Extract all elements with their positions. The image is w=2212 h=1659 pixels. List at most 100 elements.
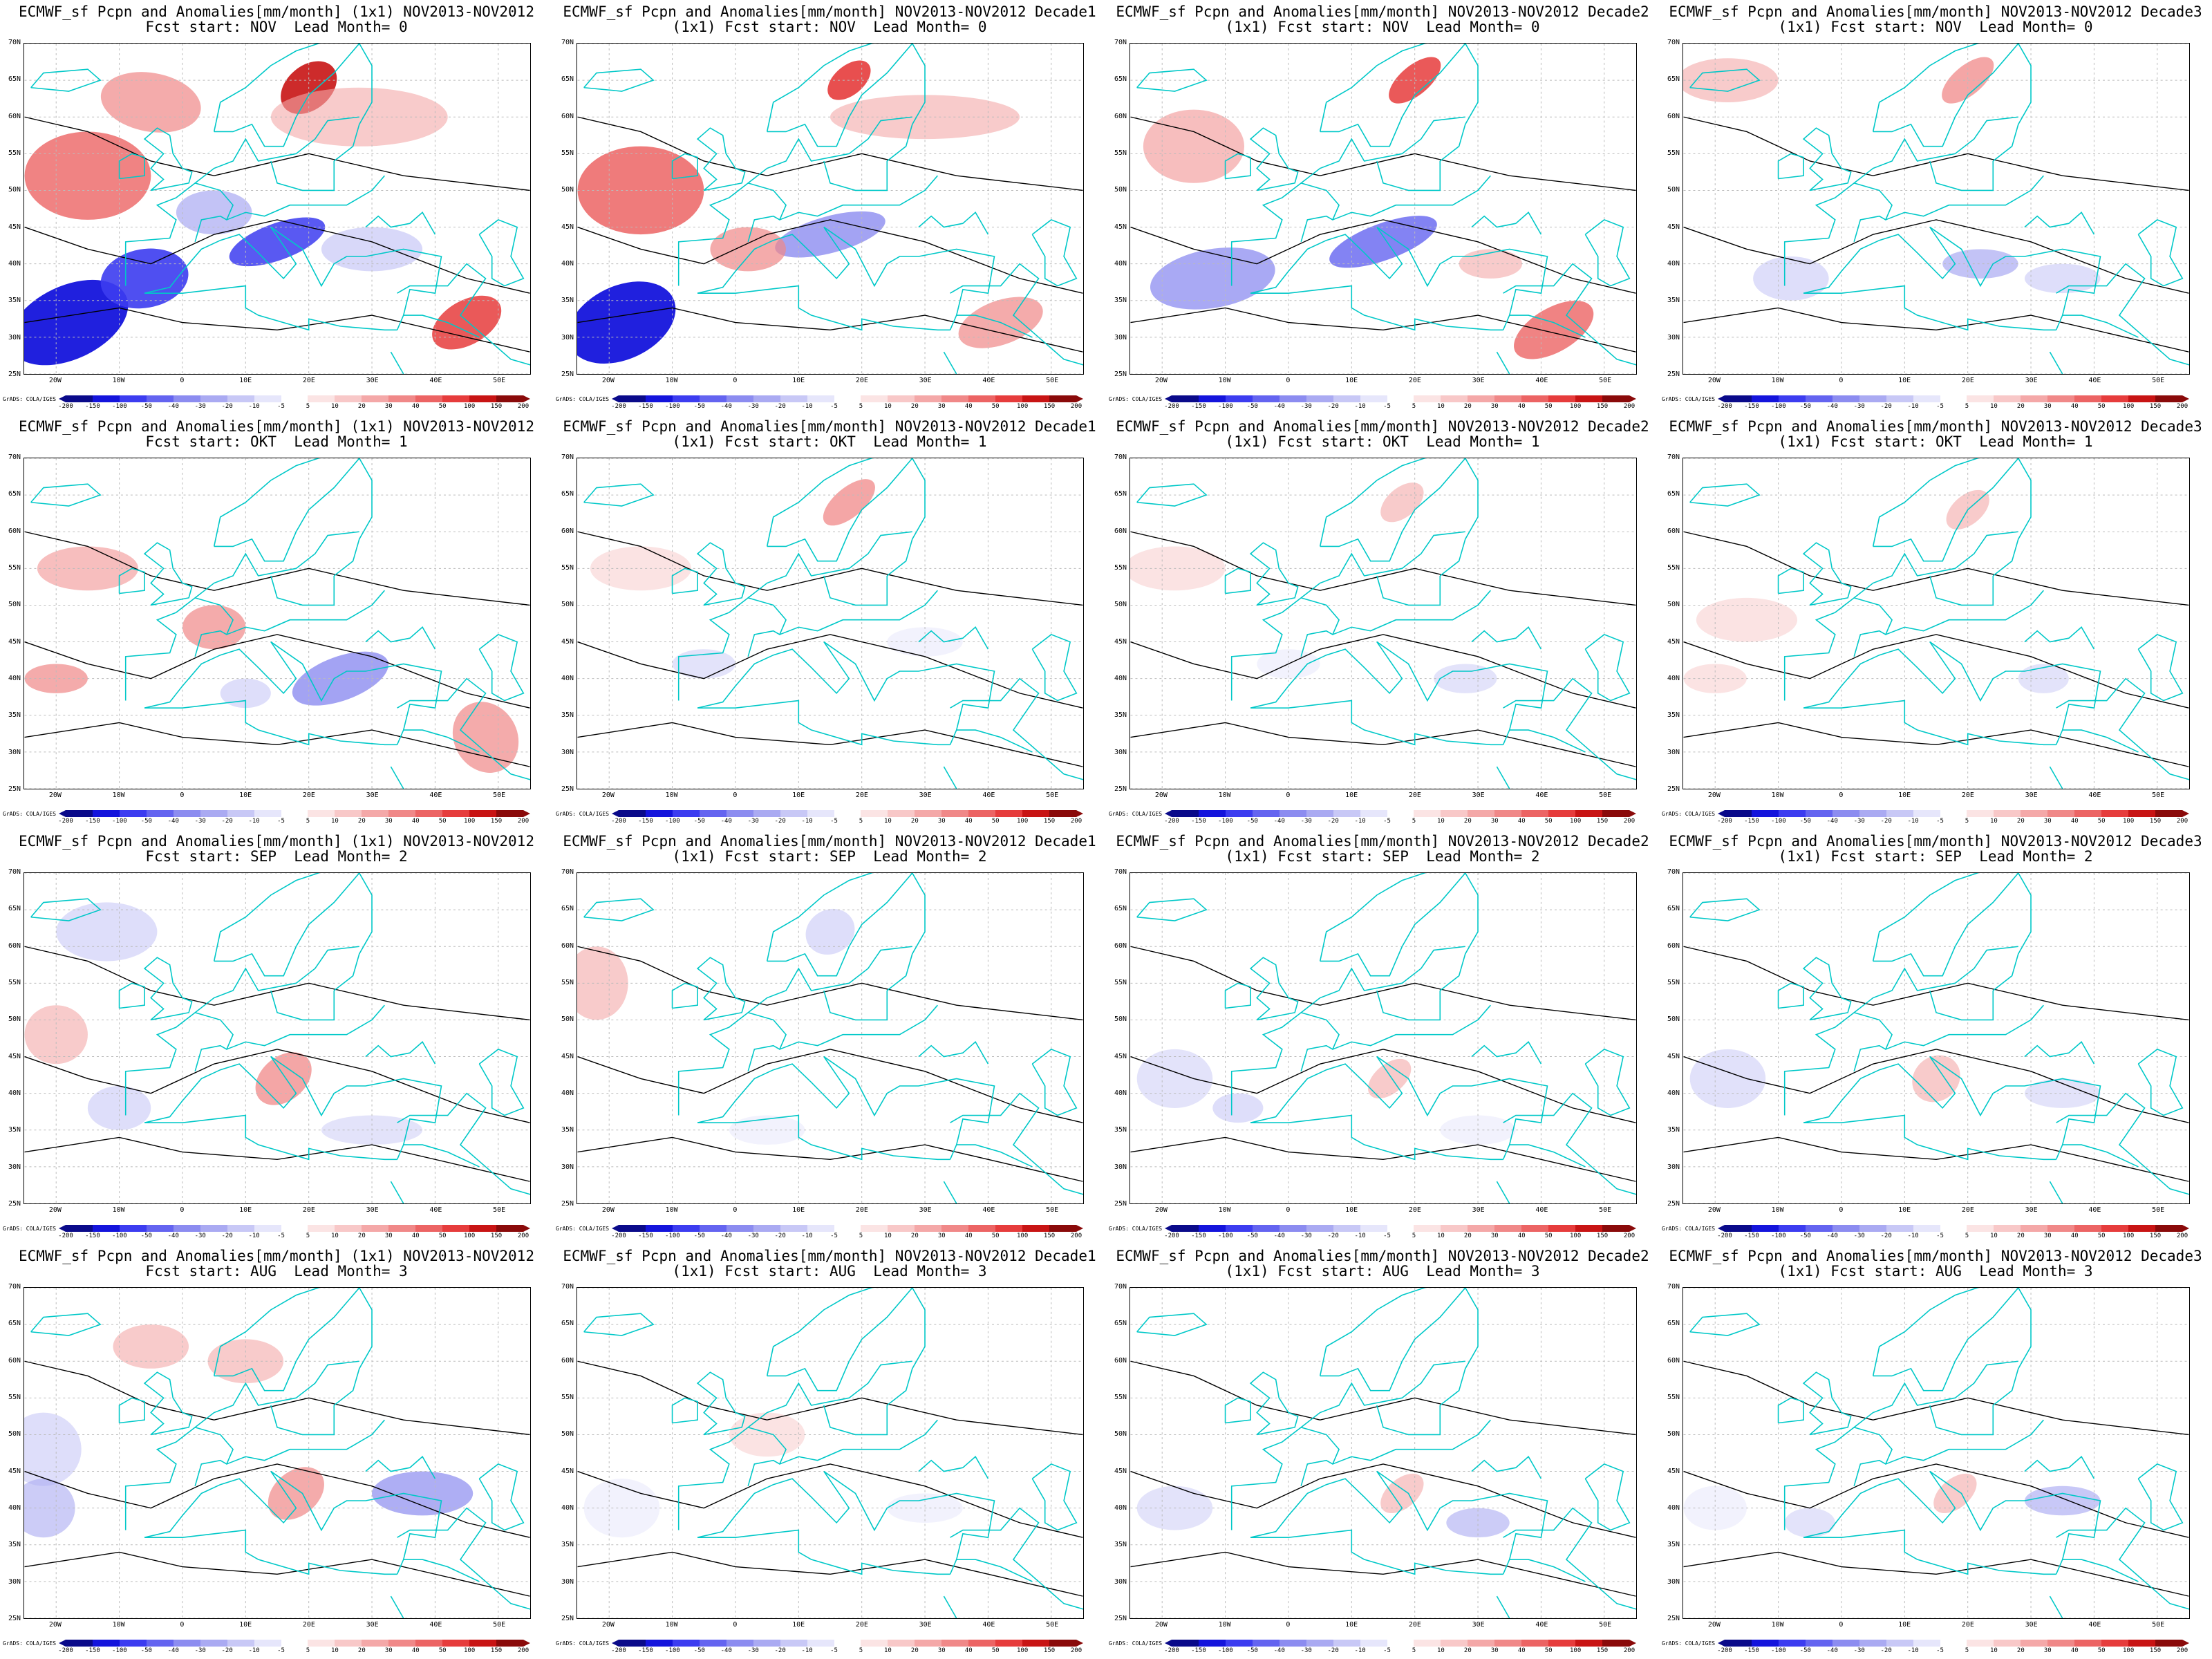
lat-label: 25N: [1667, 371, 1680, 378]
colorbar-swatch: [645, 1640, 673, 1647]
lat-label: 60N: [8, 941, 21, 950]
anomaly-area: [805, 908, 855, 955]
colorbar-label: 50: [1544, 1647, 1553, 1654]
coastline: [144, 226, 442, 330]
anomaly-area: [1389, 57, 1441, 104]
lat-label: 55N: [561, 149, 574, 157]
coastline: [697, 700, 950, 746]
colorbar-label: -10: [248, 1647, 260, 1654]
colorbar-swatch: [2021, 395, 2048, 402]
colorbar-swatch: [1778, 810, 1806, 817]
coastline: [226, 1419, 385, 1465]
colorbar-swatch: [173, 1225, 200, 1232]
colorbar-label: 50: [1544, 403, 1553, 410]
panel-subtitle: Fcst start: SEP Lead Month= 2: [145, 848, 408, 865]
colorbar-swatch: [496, 1640, 523, 1647]
coastline: [1803, 700, 2056, 746]
colorbar-label: -5: [830, 818, 838, 825]
colorbar-label: -100: [665, 1647, 680, 1654]
colorbar-label: -5: [277, 1232, 285, 1239]
colorbar-label: 20: [1463, 1647, 1472, 1654]
anomaly-area: [1380, 482, 1424, 523]
coastline: [144, 1529, 397, 1575]
colorbar-label: 20: [910, 1232, 919, 1239]
colorbar-label: -20: [1327, 403, 1339, 410]
map-panel: ECMWF_sf Pcpn and Anomalies[mm/month] NO…: [1106, 1244, 1659, 1659]
coastline: [1136, 483, 1208, 507]
colorbar-label: -200: [611, 1232, 626, 1239]
lat-label: 45N: [561, 223, 574, 231]
colorbar-label: 5: [1965, 1232, 1969, 1239]
lat-label: 40N: [561, 260, 574, 268]
anomaly-area: [1514, 301, 1594, 359]
coastline: [1319, 1288, 1466, 1391]
precip-contour: [1683, 219, 2189, 294]
lat-label: 70N: [8, 868, 21, 876]
colorbar-swatch: [469, 1640, 496, 1647]
coastline: [1249, 1371, 1299, 1436]
precip-contour: [24, 634, 530, 709]
coastline: [1992, 458, 2032, 577]
colorbar-label: -50: [1799, 1647, 1811, 1654]
coastline: [2049, 766, 2063, 789]
coastline: [1689, 898, 1761, 921]
coastline: [1300, 1427, 1340, 1487]
lon-label: 0: [1839, 377, 1844, 384]
colorbar-label: -100: [665, 1232, 680, 1239]
colorbar-label: 50: [2097, 1647, 2106, 1654]
colorbar-label: -20: [1880, 403, 1892, 410]
lat-label: 70N: [1114, 1283, 1127, 1291]
coastline: [1802, 1371, 1852, 1436]
colorbar: [1165, 810, 1636, 817]
colorbar-label: 100: [1569, 1232, 1582, 1239]
colorbar-swatch: [1172, 395, 1199, 402]
colorbar-swatch: [415, 810, 443, 817]
colorbar-label: -30: [194, 1647, 206, 1654]
coastline: [1230, 116, 1465, 286]
colorbar-label: -10: [248, 403, 260, 410]
colorbar-label: 40: [1517, 1232, 1526, 1239]
colorbar-swatch: [1225, 810, 1253, 817]
lon-label: 40E: [982, 1206, 995, 1214]
colorbar-swatch: [1279, 1640, 1306, 1647]
coastline: [118, 568, 145, 594]
precip-contour: [1683, 307, 2189, 353]
map-panel: ECMWF_sf Pcpn and Anomalies[mm/month] NO…: [553, 415, 1106, 830]
lon-label: 30E: [919, 1621, 932, 1629]
coastline: [2137, 1049, 2184, 1116]
colorbar-label: -50: [1246, 403, 1258, 410]
panel-subtitle: (1x1) Fcst start: NOV Lead Month= 0: [672, 19, 987, 35]
coastline: [1872, 44, 2019, 147]
colorbar-label: 50: [2097, 403, 2106, 410]
colorbar-swatch: [699, 395, 727, 402]
colorbar-label: 10: [883, 403, 892, 410]
colorbar-swatch: [335, 1640, 362, 1647]
lat-label: 55N: [1667, 564, 1680, 572]
coastline: [918, 626, 989, 650]
lon-label: 20W: [48, 791, 62, 799]
colorbar-swatch: [442, 395, 470, 402]
coastline: [1783, 116, 2018, 286]
coastline: [213, 873, 360, 977]
coastline: [1689, 1313, 1761, 1336]
colorbar-label: -200: [1164, 1647, 1179, 1654]
precip-contour: [24, 116, 530, 191]
colorbar-label: 50: [2097, 1232, 2106, 1239]
colorbar-label: -200: [1717, 1232, 1732, 1239]
lat-label: 50N: [561, 1430, 574, 1438]
colorbar-swatch: [726, 395, 753, 402]
anomaly-area: [452, 702, 519, 773]
lat-label: 25N: [561, 1200, 574, 1208]
coastline: [1250, 700, 1503, 746]
colorbar-swatch: [2101, 1640, 2129, 1647]
map-canvas: [577, 1288, 1083, 1618]
colorbar-label: 200: [2176, 403, 2188, 410]
colorbar-swatch: [1913, 810, 1940, 817]
coastline: [1249, 957, 1299, 1021]
lat-label: 25N: [561, 1615, 574, 1622]
colorbar-swatch: [2074, 395, 2102, 402]
coastline: [2024, 1041, 2095, 1065]
coastline: [1929, 575, 1994, 606]
grads-credit: GrADS: COLA/IGES: [3, 811, 57, 817]
coastline: [697, 285, 950, 331]
